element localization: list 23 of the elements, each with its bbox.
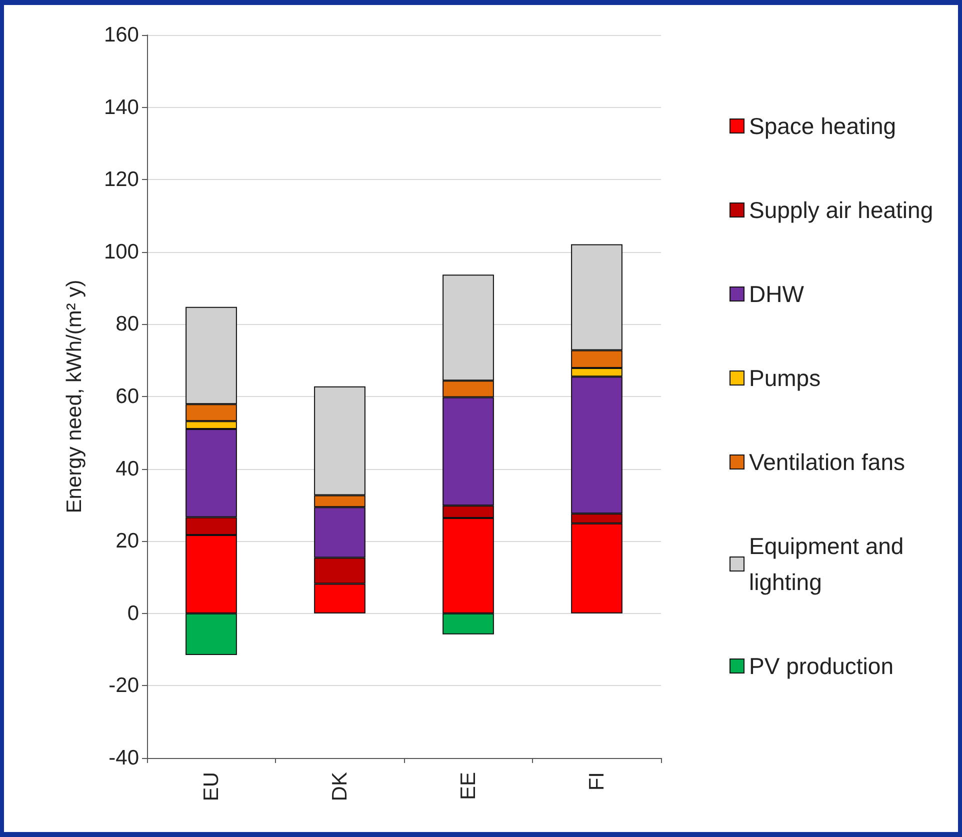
y-tick-label: 160: [104, 24, 139, 46]
legend-label: DHW: [749, 281, 804, 307]
legend-label: Supply air heating: [749, 197, 934, 223]
y-axis-title: Energy need, kWh/(m² y): [63, 280, 86, 514]
legend-label: PV production: [749, 653, 894, 679]
x-tick-label: DK: [328, 772, 352, 802]
y-tick-label: -40: [108, 746, 139, 770]
x-tick-label: FI: [585, 772, 608, 791]
legend-label: Space heating: [749, 113, 896, 139]
y-tick-label: 60: [116, 385, 139, 408]
y-tick-label: 140: [104, 96, 139, 119]
legend-label: Ventilation fans: [749, 449, 906, 475]
y-tick-label: 120: [104, 168, 139, 192]
y-tick-label: 100: [104, 240, 139, 264]
x-tick-label: EE: [456, 772, 480, 800]
legend-label: Pumps: [749, 365, 821, 391]
y-tick-label: 20: [116, 530, 139, 553]
y-tick-label: 0: [127, 602, 139, 625]
legend-label: Equipment and lighting: [749, 533, 910, 595]
x-tick-label: EU: [200, 772, 223, 802]
y-tick-label: 40: [116, 457, 139, 480]
y-tick-label: 80: [116, 312, 139, 336]
y-tick-label: -20: [108, 674, 139, 698]
